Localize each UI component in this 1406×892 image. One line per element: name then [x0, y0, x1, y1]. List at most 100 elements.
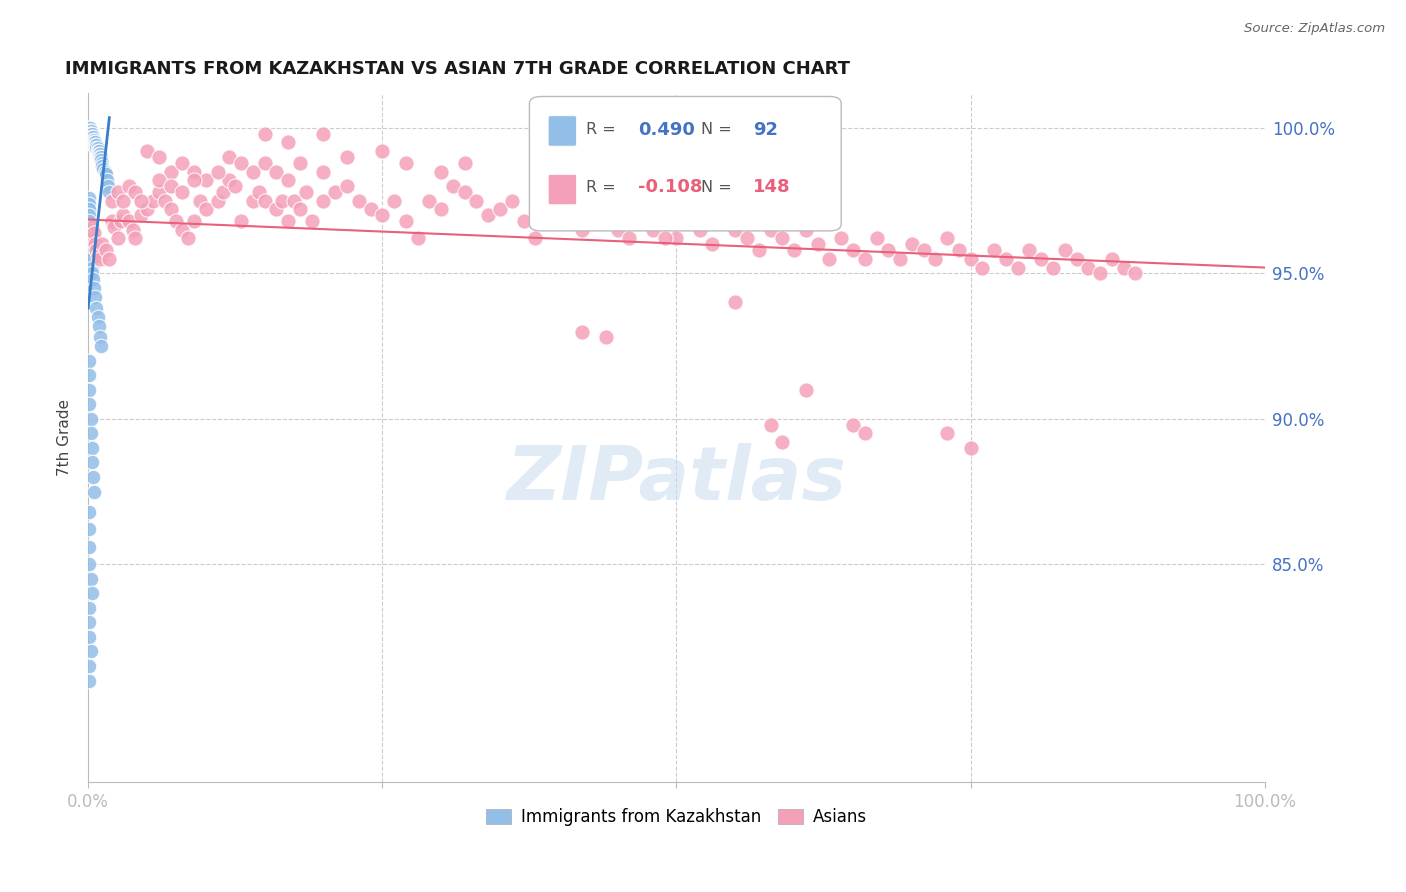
Point	[700, 237, 723, 252]
Point	[79, 124, 101, 138]
Point	[79, 383, 101, 397]
Point	[98, 185, 121, 199]
Point	[79, 231, 101, 245]
Point	[524, 231, 547, 245]
Point	[79, 411, 101, 425]
Point	[959, 441, 981, 455]
Point	[90, 150, 112, 164]
Point	[129, 208, 152, 222]
Point	[312, 127, 335, 141]
Point	[724, 295, 747, 310]
Point	[323, 185, 346, 199]
Point	[83, 281, 105, 295]
Point	[247, 185, 270, 199]
Point	[630, 214, 652, 228]
Point	[98, 252, 121, 266]
Point	[948, 243, 970, 257]
Point	[80, 455, 103, 469]
Point	[489, 202, 512, 217]
Point	[994, 252, 1017, 266]
Point	[86, 141, 108, 155]
Point	[77, 368, 100, 383]
Point	[242, 164, 264, 178]
Point	[89, 252, 111, 266]
Point	[79, 127, 101, 141]
Point	[842, 417, 865, 432]
Point	[853, 252, 876, 266]
Point	[454, 156, 477, 170]
Point	[118, 179, 141, 194]
Point	[889, 252, 911, 266]
Point	[80, 127, 103, 141]
Point	[129, 194, 152, 208]
Point	[936, 231, 959, 245]
Point	[110, 214, 132, 228]
Point	[842, 243, 865, 257]
Point	[79, 124, 101, 138]
Point	[159, 164, 181, 178]
Point	[84, 136, 107, 150]
Point	[430, 164, 453, 178]
Point	[759, 417, 782, 432]
Point	[477, 208, 499, 222]
Point	[100, 194, 122, 208]
Point	[136, 145, 159, 159]
Point	[79, 243, 101, 257]
Text: 92: 92	[754, 120, 778, 138]
Point	[512, 214, 534, 228]
Point	[79, 540, 101, 554]
Point	[253, 127, 276, 141]
Point	[465, 194, 488, 208]
Point	[79, 127, 101, 141]
Point	[80, 266, 103, 280]
Text: 148: 148	[754, 178, 790, 196]
Point	[80, 129, 103, 144]
Point	[441, 179, 464, 194]
Point	[83, 226, 105, 240]
Point	[665, 231, 688, 245]
Point	[619, 231, 641, 245]
Text: Source: ZipAtlas.com: Source: ZipAtlas.com	[1244, 22, 1385, 36]
Point	[783, 243, 806, 257]
Point	[79, 120, 101, 135]
Y-axis label: 7th Grade: 7th Grade	[58, 400, 72, 476]
Point	[90, 153, 112, 167]
Point	[87, 145, 110, 159]
Point	[79, 124, 101, 138]
Point	[80, 260, 103, 275]
Point	[80, 129, 103, 144]
Point	[288, 156, 311, 170]
Point	[395, 156, 418, 170]
Point	[571, 325, 593, 339]
Point	[271, 194, 294, 208]
Point	[80, 127, 103, 141]
Point	[83, 138, 105, 153]
Point	[595, 214, 617, 228]
Text: 0.490: 0.490	[638, 120, 695, 138]
Point	[79, 214, 101, 228]
Point	[172, 156, 194, 170]
Point	[82, 138, 104, 153]
Point	[79, 644, 101, 658]
Point	[654, 208, 676, 222]
Point	[77, 191, 100, 205]
Point	[689, 223, 711, 237]
Point	[229, 156, 252, 170]
Point	[112, 208, 135, 222]
Point	[1088, 266, 1111, 280]
Point	[218, 150, 240, 164]
Point	[89, 150, 111, 164]
Point	[79, 120, 101, 135]
Point	[79, 124, 101, 138]
Point	[97, 179, 120, 194]
Point	[77, 505, 100, 519]
Point	[901, 237, 924, 252]
Point	[79, 127, 101, 141]
Point	[713, 214, 735, 228]
Point	[103, 219, 125, 234]
Point	[748, 243, 770, 257]
Point	[79, 132, 101, 146]
Point	[87, 147, 110, 161]
Point	[80, 129, 103, 144]
Point	[107, 185, 129, 199]
